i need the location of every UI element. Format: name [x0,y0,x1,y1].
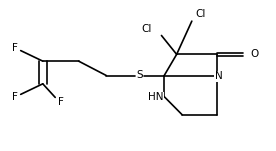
Text: F: F [12,92,18,102]
Text: HN: HN [148,92,164,102]
Text: Cl: Cl [141,24,152,34]
Text: F: F [12,43,18,53]
Text: O: O [250,49,259,59]
Text: S: S [136,70,143,80]
Text: Cl: Cl [195,9,205,19]
Text: N: N [215,71,223,81]
Text: F: F [58,97,64,107]
